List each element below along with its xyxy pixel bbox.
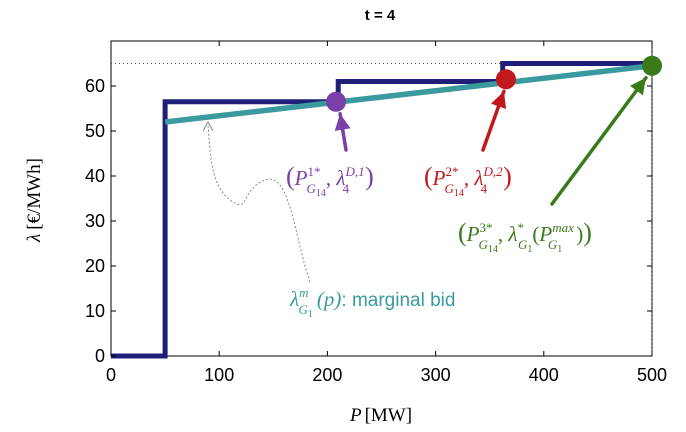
x-tick-label: 500: [637, 365, 667, 385]
ann2-lamsub: 4: [481, 181, 488, 196]
annotation-point-3: (P3* G14, λ* G1(Pmax G1)): [458, 218, 592, 255]
y-tick-label: 20: [85, 256, 105, 276]
x-tick-label: 200: [312, 365, 342, 385]
arrow-marginal-bid: [202, 120, 311, 283]
ann3-arg-sub: G: [548, 237, 558, 252]
ann3-lamsubsub: 1: [527, 244, 532, 255]
ann2-sub: G: [445, 181, 455, 196]
x-axis-label: P [MW]: [349, 405, 412, 426]
ann3-sup: 3*: [480, 220, 493, 235]
ann3-arg-main: P: [538, 222, 552, 246]
x-axis-unit: [MW]: [365, 405, 412, 426]
ann1-sup: 1*: [308, 164, 321, 179]
plot-area: [110, 40, 653, 357]
ann1-subsub: 14: [316, 188, 326, 199]
ann3-lamsup: *: [518, 220, 525, 235]
ann1-lamsup: D,1: [345, 164, 365, 179]
bid-subsub: 1: [308, 309, 313, 320]
marker-point-1: [326, 91, 347, 112]
ann1-lam: λ: [335, 166, 345, 190]
annotation-arrows: [202, 76, 648, 283]
ann3-arg-close: ): [576, 222, 583, 246]
arrow-point-1: [334, 112, 351, 152]
y-tick-label: 40: [85, 166, 105, 186]
ann2-open: (: [424, 162, 433, 191]
ann1-lamsub: 4: [343, 181, 350, 196]
y-axis: 0 10 20 30 40 50 60: [85, 76, 652, 366]
bid-arg: (p): [317, 287, 342, 311]
y-tick-label: 30: [85, 211, 105, 231]
ann3-close: ): [583, 218, 592, 247]
y-tick-label: 50: [85, 121, 105, 141]
x-tick-label: 400: [529, 365, 559, 385]
x-tick-label: 300: [421, 365, 451, 385]
y-axis-label: λ [€/MWh]: [24, 158, 45, 243]
ann2-lam: λ: [473, 166, 483, 190]
ann1-sub: G: [307, 181, 317, 196]
annotation-point-1: (P1* G14, λD,1 4): [286, 162, 374, 199]
series-marginal-bid-line: [164, 63, 653, 125]
y-axis-symbol: λ: [24, 234, 45, 243]
arrow-point-2: [481, 89, 507, 152]
series-layer: [111, 61, 653, 359]
ann2-lamsup: D,2: [483, 164, 504, 179]
x-axis: 0 100 200 300 400 500: [106, 41, 667, 385]
ann2-close: ): [503, 162, 512, 191]
bid-sup: m: [299, 285, 308, 300]
ann1-sep: ,: [326, 166, 337, 190]
bid-sub: G: [299, 302, 309, 317]
ann3-open: (: [458, 218, 467, 247]
marker-point-3: [642, 55, 662, 76]
ann3-lam: λ: [507, 222, 517, 246]
markers-layer: [326, 55, 662, 112]
y-tick-label: 10: [85, 301, 105, 321]
arrow-point-3: [550, 76, 648, 206]
ann2-sup: 2*: [446, 164, 459, 179]
marker-point-2: [495, 69, 516, 90]
annotation-marginal-bid: λm G1 (p): marginal bid: [289, 285, 455, 320]
ann3-arg-open: (: [532, 222, 539, 246]
ann1-open: (: [286, 162, 295, 191]
x-tick-label: 100: [204, 365, 234, 385]
ann3-arg-sup: max: [552, 220, 574, 235]
chart-title: t = 4: [365, 7, 396, 24]
bid-suffix: : marginal bid: [341, 290, 455, 311]
ann3-sub: G: [479, 237, 489, 252]
ann2-sep: ,: [464, 166, 475, 190]
ann3-sep: ,: [498, 222, 509, 246]
ann3-main: P: [466, 222, 480, 246]
ann1-main: P: [294, 166, 308, 190]
bid-lam: λ: [289, 287, 299, 311]
x-tick-label: 0: [106, 365, 116, 385]
reference-lines: [111, 41, 653, 356]
y-tick-label: 60: [85, 76, 105, 96]
ann1-close: ): [365, 162, 374, 191]
annotation-point-2: (P2* G14, λD,2 4): [424, 162, 512, 199]
ann3-lamsub: G: [518, 237, 528, 252]
ann2-main: P: [432, 166, 446, 190]
series-step-curve: [111, 61, 652, 359]
ann3-subsub: 14: [488, 244, 498, 255]
ann3-arg-subsub: 1: [557, 244, 562, 255]
x-axis-symbol: P: [349, 405, 362, 426]
ann2-subsub: 14: [454, 188, 464, 199]
y-tick-label: 0: [95, 346, 105, 366]
y-axis-unit: [€/MWh]: [24, 158, 45, 230]
